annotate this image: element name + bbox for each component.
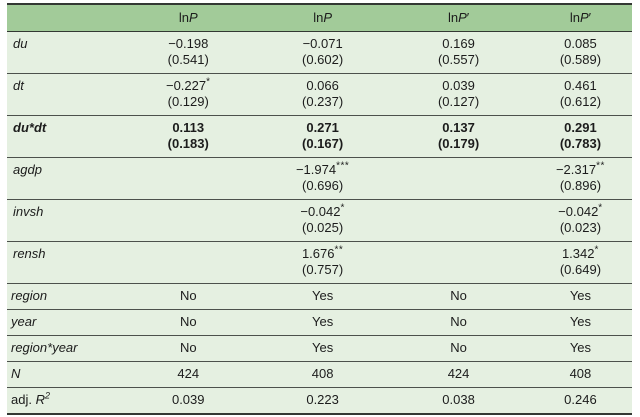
coef-value: 0.271 [306, 120, 339, 135]
page: lnP lnP lnP′ lnP′ du −0.198 (0.541) −0.07… [7, 3, 632, 415]
significance-stars: ** [334, 244, 344, 256]
coef-value: −1.974*** [295, 160, 350, 177]
header-cell-lnP-1: lnP [178, 10, 198, 25]
significance-stars: * [340, 202, 345, 214]
se-value: (0.589) [559, 52, 602, 67]
row-region-year: region*year No Yes No Yes [7, 335, 632, 362]
row-dt: dt −0.227* (0.129) 0.066 (0.237) 0.039 (0.1… [7, 73, 632, 116]
cell-value: Yes [312, 288, 334, 303]
coef-value: 0.291 [564, 120, 597, 135]
cell-value: Yes [569, 314, 592, 329]
cell-value: 0.246 [564, 392, 597, 407]
coef-value: −0.227* [165, 76, 211, 93]
cell-value: Yes [569, 340, 592, 355]
se-value: (0.757) [302, 262, 344, 277]
se-value: (0.127) [437, 94, 480, 109]
header-cell-lnP-2: lnP [313, 10, 333, 25]
row-N: N 424 408 424 408 [7, 361, 632, 388]
row-label: rensh [13, 246, 46, 261]
significance-stars: *** [336, 160, 350, 172]
coef-value: 1.342* [561, 244, 599, 261]
se-value: (0.023) [559, 220, 602, 235]
row-agdp: agdp −1.974*** (0.696) −2.317** (0.896) [7, 157, 632, 200]
coef-value: 1.676** [301, 244, 344, 261]
se-value: (0.696) [302, 178, 344, 193]
row-label: year [11, 314, 37, 329]
coef-value: 0.169 [442, 36, 475, 51]
row-label: N [11, 366, 21, 381]
row-region: region No Yes No Yes [7, 283, 632, 310]
row-label: region*year [11, 340, 78, 355]
coef-value: 0.066 [306, 78, 339, 93]
se-value: (0.237) [302, 94, 344, 109]
cell-value: 408 [569, 366, 592, 381]
cell-value: Yes [312, 314, 334, 329]
cell-value: No [450, 340, 467, 355]
se-value: (0.541) [167, 52, 209, 67]
coef-value: 0.039 [442, 78, 475, 93]
se-value: (0.612) [559, 94, 602, 109]
se-value: (0.025) [302, 220, 344, 235]
se-value: (0.783) [559, 136, 602, 151]
se-value: (0.183) [167, 136, 209, 151]
header-cell-empty [7, 4, 120, 32]
cell-value: 408 [311, 366, 334, 381]
row-label: region [11, 288, 48, 303]
header-cell-lnP-prime-1: lnP′ [447, 10, 470, 25]
row-label: du*dt [13, 120, 47, 135]
cell-value: No [179, 288, 197, 303]
significance-stars: * [206, 76, 211, 88]
se-value: (0.896) [559, 178, 602, 193]
se-value: (0.129) [167, 94, 209, 109]
header-cell-lnP-prime-2: lnP′ [569, 10, 592, 25]
cell-value: No [179, 314, 197, 329]
cell-value: No [450, 288, 467, 303]
row-label: invsh [13, 204, 44, 219]
row-label: agdp [13, 162, 42, 177]
row-year: year No Yes No Yes [7, 309, 632, 336]
coef-value: 0.085 [564, 36, 597, 51]
coef-value: −0.042* [558, 202, 603, 219]
table-header-row: lnP lnP lnP′ lnP′ [7, 4, 632, 32]
cell-value: 424 [177, 366, 200, 381]
coef-value: −2.317** [555, 160, 605, 177]
cell-value: No [450, 314, 467, 329]
cell-value: 424 [447, 366, 470, 381]
coef-value: −0.198 [168, 36, 209, 51]
se-value: (0.602) [302, 52, 344, 67]
coef-value: 0.461 [564, 78, 597, 93]
cell-value: Yes [312, 340, 334, 355]
row-invsh: invsh −0.042* (0.025) −0.042* (0.023) [7, 199, 632, 242]
se-value: (0.179) [437, 136, 480, 151]
significance-stars: ** [596, 160, 605, 172]
cell-value: 0.039 [171, 392, 205, 407]
coef-value: −0.071 [302, 36, 343, 51]
coef-value: 0.137 [442, 120, 475, 135]
cell-value: 0.223 [306, 392, 339, 407]
row-rensh: rensh 1.676** (0.757) 1.342* (0.649) [7, 241, 632, 284]
row-adj-R2: adj. R2 0.039 0.223 0.038 0.246 [7, 387, 632, 414]
cell-value: No [179, 340, 197, 355]
cell-value: Yes [569, 288, 592, 303]
row-label: adj. R2 [11, 390, 50, 407]
coef-value: −0.042* [300, 202, 345, 219]
significance-stars: * [594, 244, 599, 256]
row-label: dt [13, 78, 24, 93]
cell-value: 0.038 [442, 392, 475, 407]
se-value: (0.649) [559, 262, 602, 277]
se-value: (0.557) [437, 52, 480, 67]
coef-value: 0.113 [172, 120, 205, 135]
significance-stars: * [598, 202, 603, 214]
row-du-dt: du*dt 0.113 (0.183) 0.271 (0.167) 0.137 (0.… [7, 115, 632, 158]
se-value: (0.167) [302, 136, 344, 151]
regression-table: lnP lnP lnP′ lnP′ du −0.198 (0.541) −0.07… [7, 3, 632, 415]
row-du: du −0.198 (0.541) −0.071 (0.602) 0.169 (0.5… [7, 31, 632, 74]
row-label: du [13, 36, 28, 51]
